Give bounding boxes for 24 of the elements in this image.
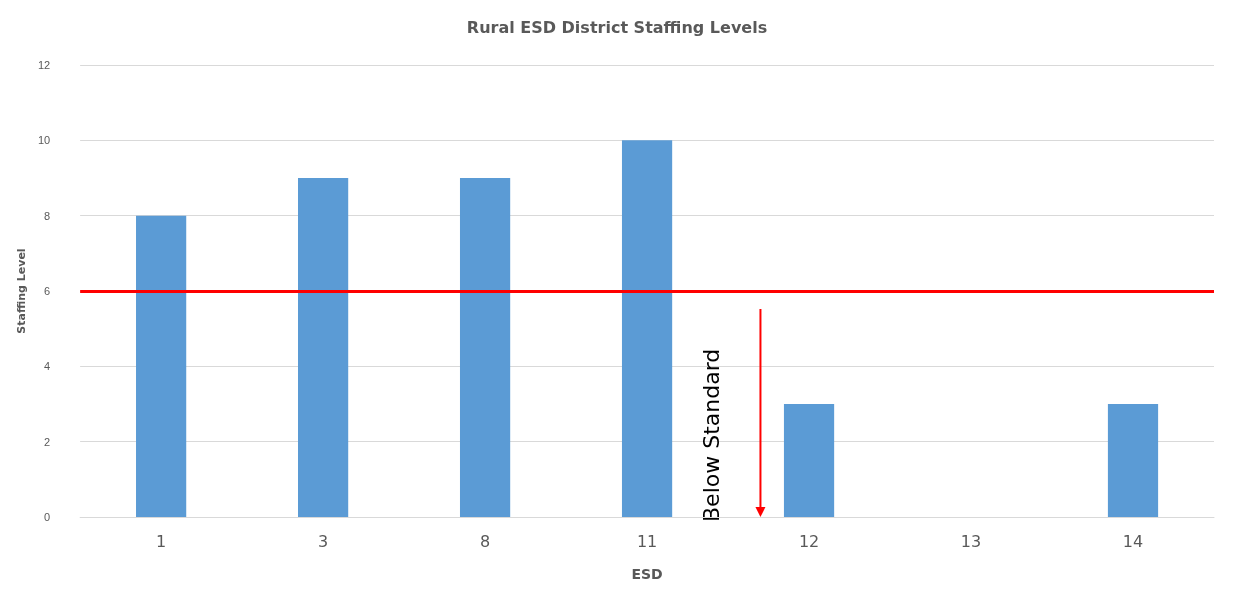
y-tick-label: 8 xyxy=(44,209,51,222)
bar xyxy=(621,140,673,517)
x-tick-label: 3 xyxy=(318,531,329,551)
chart-title: Rural ESD District Staffing Levels xyxy=(466,17,768,37)
y-tick-label: 4 xyxy=(44,360,51,373)
x-tick-label: 14 xyxy=(1122,531,1144,551)
annotation: Below Standard xyxy=(699,348,725,522)
x-tick-label: 11 xyxy=(636,531,658,551)
x-tick-label: 1 xyxy=(156,531,167,551)
y-axis-title: Staffing Level xyxy=(15,248,28,334)
y-tick-label: 12 xyxy=(37,59,51,71)
y-tick-label: 0 xyxy=(44,511,51,523)
bar xyxy=(783,404,835,517)
bar xyxy=(136,215,187,517)
x-axis-title: ESD xyxy=(631,566,663,582)
y-tick-label: 6 xyxy=(44,285,51,297)
bar xyxy=(1107,404,1159,517)
y-tick-label: 10 xyxy=(37,134,51,147)
x-tick-label: 8 xyxy=(479,531,491,551)
bar xyxy=(298,178,349,517)
bar xyxy=(459,178,511,517)
x-tick-label: 13 xyxy=(960,531,982,551)
x-tick-label: 12 xyxy=(798,531,820,551)
y-tick-label: 2 xyxy=(44,435,51,448)
